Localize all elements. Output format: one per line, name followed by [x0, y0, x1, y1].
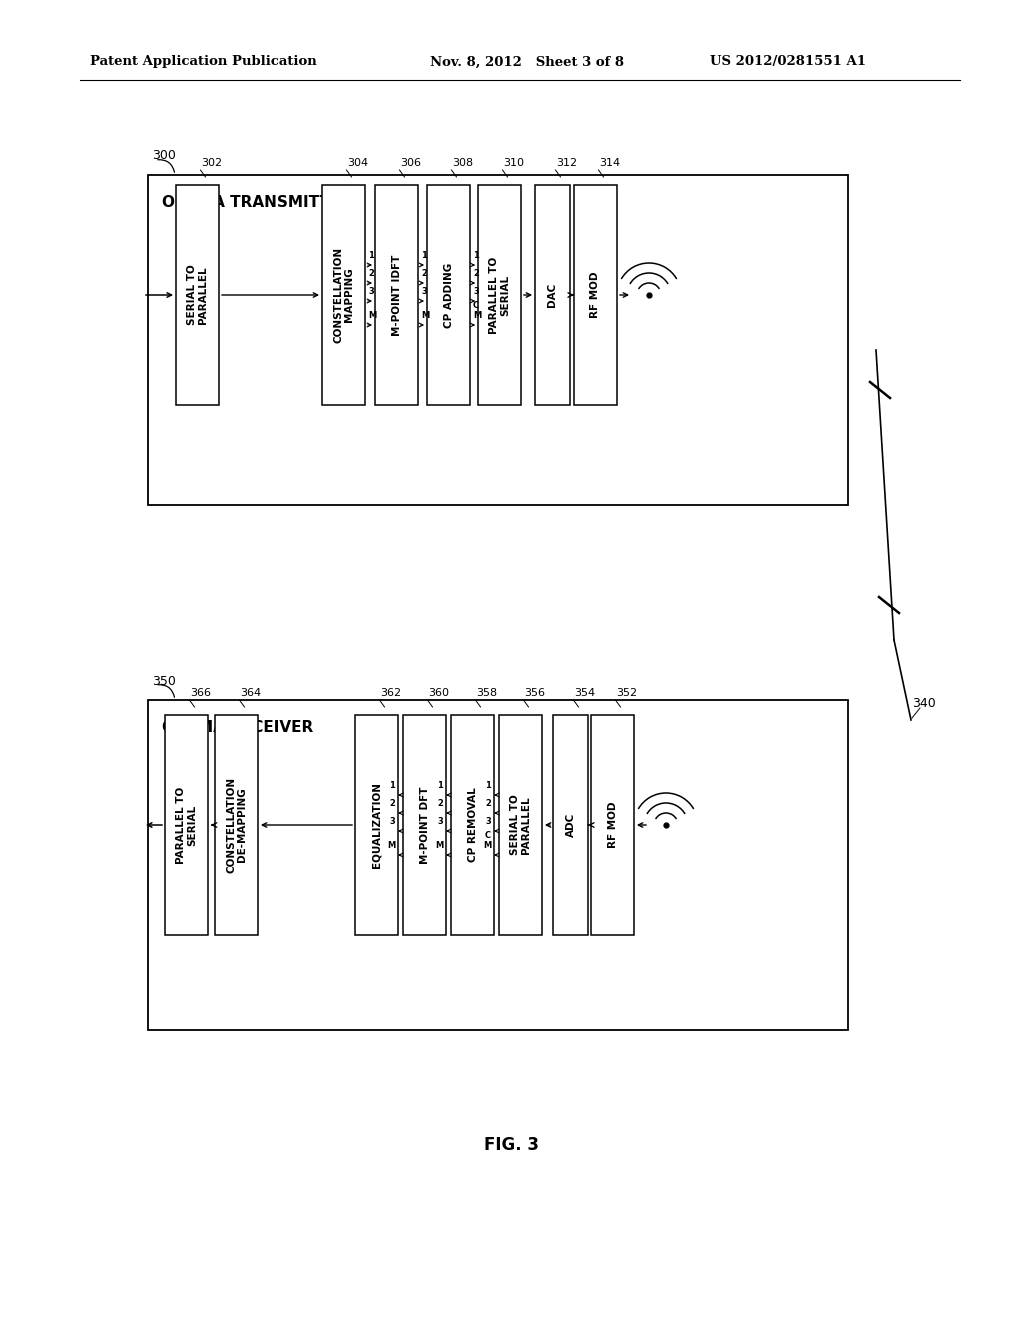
Text: PARALLEL TO
SERIAL: PARALLEL TO SERIAL	[176, 787, 197, 863]
Bar	[375, 185, 418, 405]
Bar	[322, 185, 365, 405]
Text: 312: 312	[556, 158, 578, 168]
Text: OFDMA RECEIVER: OFDMA RECEIVER	[162, 719, 313, 735]
Text: M-POINT DFT: M-POINT DFT	[420, 787, 429, 863]
Text: DAC: DAC	[548, 282, 557, 308]
Text: Patent Application Publication: Patent Application Publication	[90, 55, 316, 69]
Bar	[427, 185, 470, 405]
Bar	[451, 715, 494, 935]
Bar	[165, 715, 208, 935]
Text: C
M: C M	[482, 830, 490, 850]
Text: M: M	[387, 841, 395, 850]
Bar	[148, 176, 848, 506]
Text: M: M	[435, 841, 443, 850]
Text: CP REMOVAL: CP REMOVAL	[468, 788, 477, 862]
Text: ADC: ADC	[565, 813, 575, 837]
Text: 2: 2	[368, 269, 374, 279]
Text: 3: 3	[389, 817, 395, 826]
Text: 314: 314	[599, 158, 621, 168]
Text: 366: 366	[190, 688, 212, 698]
Bar	[148, 700, 848, 1030]
Text: 2: 2	[421, 269, 427, 279]
Text: 3: 3	[485, 817, 490, 826]
Text: US 2012/0281551 A1: US 2012/0281551 A1	[710, 55, 866, 69]
Text: 310: 310	[504, 158, 524, 168]
Text: 304: 304	[347, 158, 369, 168]
Text: RF MOD: RF MOD	[591, 272, 600, 318]
Text: 354: 354	[574, 688, 596, 698]
Text: 350: 350	[152, 675, 176, 688]
Text: OFDMA TRANSMITTER: OFDMA TRANSMITTER	[162, 195, 352, 210]
Text: Nov. 8, 2012   Sheet 3 of 8: Nov. 8, 2012 Sheet 3 of 8	[430, 55, 624, 69]
Text: RF MOD: RF MOD	[607, 801, 617, 849]
Text: CONSTELLATION
DE-MAPPING: CONSTELLATION DE-MAPPING	[226, 777, 247, 873]
Bar	[403, 715, 446, 935]
Text: 1: 1	[485, 781, 490, 789]
Text: M-POINT IDFT: M-POINT IDFT	[391, 255, 401, 335]
Text: 1: 1	[421, 251, 427, 260]
Text: 340: 340	[912, 697, 936, 710]
Text: 2: 2	[473, 269, 479, 279]
Bar	[535, 185, 570, 405]
Text: 1: 1	[473, 251, 479, 260]
Bar	[591, 715, 634, 935]
Text: 308: 308	[453, 158, 474, 168]
Text: CP ADDING: CP ADDING	[443, 263, 454, 327]
Text: 302: 302	[202, 158, 222, 168]
Text: 306: 306	[400, 158, 422, 168]
Text: 1: 1	[389, 781, 395, 789]
Text: 1: 1	[437, 781, 443, 789]
Text: 300: 300	[152, 149, 176, 162]
Text: 360: 360	[428, 688, 450, 698]
Text: FIG. 3: FIG. 3	[484, 1137, 540, 1154]
Text: CONSTELLATION
MAPPING: CONSTELLATION MAPPING	[333, 247, 354, 343]
Text: EQUALIZATION: EQUALIZATION	[372, 781, 382, 869]
Text: 3: 3	[437, 817, 443, 826]
Text: 2: 2	[389, 799, 395, 808]
Bar	[176, 185, 219, 405]
Text: C
M: C M	[473, 301, 481, 319]
Bar	[355, 715, 398, 935]
Text: SERIAL TO
PARALLEL: SERIAL TO PARALLEL	[187, 264, 208, 325]
Text: 2: 2	[485, 799, 490, 808]
Text: SERIAL TO
PARALLEL: SERIAL TO PARALLEL	[510, 795, 530, 855]
Text: 3: 3	[421, 286, 427, 296]
Text: 3: 3	[368, 286, 374, 296]
Text: 358: 358	[476, 688, 498, 698]
Text: PARALLEL TO
SERIAL: PARALLEL TO SERIAL	[489, 256, 510, 334]
Text: 352: 352	[616, 688, 638, 698]
Text: 362: 362	[381, 688, 401, 698]
Text: 1: 1	[368, 251, 374, 260]
Bar	[478, 185, 521, 405]
Bar	[574, 185, 617, 405]
Text: M: M	[368, 312, 376, 319]
Text: M: M	[421, 312, 429, 319]
Text: 356: 356	[524, 688, 546, 698]
Text: 2: 2	[437, 799, 443, 808]
Text: 3: 3	[473, 286, 479, 296]
Bar	[499, 715, 542, 935]
Text: 364: 364	[241, 688, 261, 698]
Bar	[553, 715, 588, 935]
Bar	[215, 715, 258, 935]
